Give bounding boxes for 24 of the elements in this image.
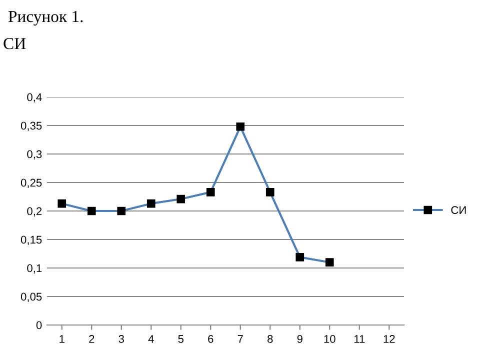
- x-tick-label: 7: [238, 335, 243, 343]
- x-tick-label: 5: [178, 335, 184, 343]
- y-tick-label: 0,2: [27, 207, 42, 216]
- x-tick-label: 8: [268, 335, 273, 343]
- chart-subtitle: СИ: [4, 38, 26, 50]
- y-tick-label: 0: [36, 321, 42, 330]
- y-tick-label: 0,35: [20, 122, 42, 131]
- x-tick-label: 6: [208, 335, 214, 343]
- y-tick-label: 0,3: [27, 150, 42, 160]
- legend-label: СИ: [451, 206, 466, 214]
- chart-title: Рисунок 1.: [8, 10, 83, 26]
- x-tick-label: 2: [89, 335, 94, 343]
- y-tick-label: 0,4: [27, 93, 42, 102]
- y-tick-label: 0,1: [27, 264, 42, 274]
- x-tick-label: 3: [118, 335, 124, 343]
- y-tick-label: 0,15: [20, 236, 42, 245]
- x-tick-label: 10: [324, 335, 336, 343]
- x-tick-label: 4: [148, 335, 154, 343]
- x-tick-label: 12: [384, 335, 395, 343]
- x-tick-label: 1: [60, 335, 64, 343]
- x-tick-label: 9: [297, 335, 302, 343]
- x-tick-label: 11: [354, 335, 365, 343]
- y-tick-label: 0,25: [20, 178, 42, 188]
- y-tick-label: 0,05: [20, 292, 42, 302]
